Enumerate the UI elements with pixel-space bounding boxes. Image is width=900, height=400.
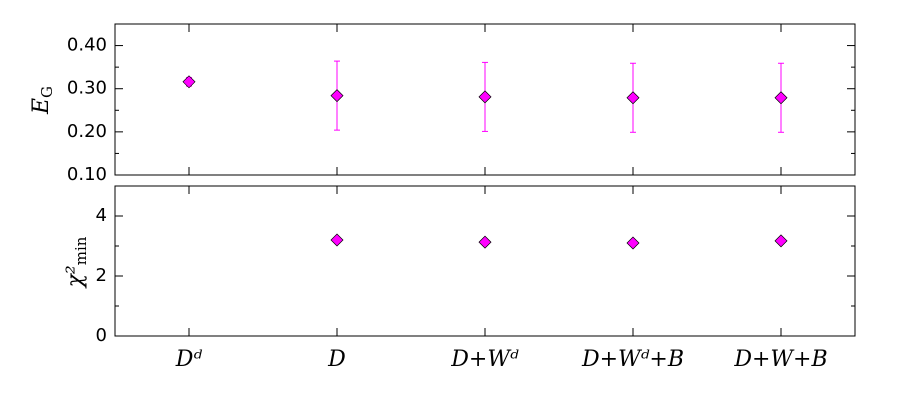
y-tick-label: 4 xyxy=(96,205,107,226)
y-axis-label-sub: G xyxy=(38,86,56,98)
marker xyxy=(774,91,788,105)
y-tick-label: 0.40 xyxy=(67,35,107,56)
x-tick-label: D+Wᵈ+B xyxy=(581,347,684,372)
marker xyxy=(626,236,640,250)
y-axis-label: EG xyxy=(29,86,56,115)
y-axis-label: χ²min xyxy=(63,236,90,289)
y-axis-label-sub: min xyxy=(72,236,90,265)
marker xyxy=(330,233,344,247)
marker xyxy=(330,89,344,103)
x-tick-label: D+W+B xyxy=(733,347,827,372)
y-tick-label: 0.10 xyxy=(67,164,107,185)
marker xyxy=(182,75,196,89)
y-tick-label: 0.20 xyxy=(67,121,107,142)
y-tick-label: 0.30 xyxy=(67,78,107,99)
marker xyxy=(626,91,640,105)
y-tick-label: 0 xyxy=(96,325,107,346)
marker xyxy=(478,90,492,104)
y-axis-label-main: E xyxy=(29,98,54,115)
marker xyxy=(478,235,492,249)
x-tick-label: Dᵈ xyxy=(175,347,203,372)
marker xyxy=(774,234,788,248)
x-tick-label: D+Wᵈ xyxy=(450,347,519,372)
y-axis-label-main: χ² xyxy=(63,265,88,289)
y-tick-label: 2 xyxy=(96,265,107,286)
plot-frame xyxy=(114,185,856,337)
x-tick-label: D xyxy=(327,347,346,372)
